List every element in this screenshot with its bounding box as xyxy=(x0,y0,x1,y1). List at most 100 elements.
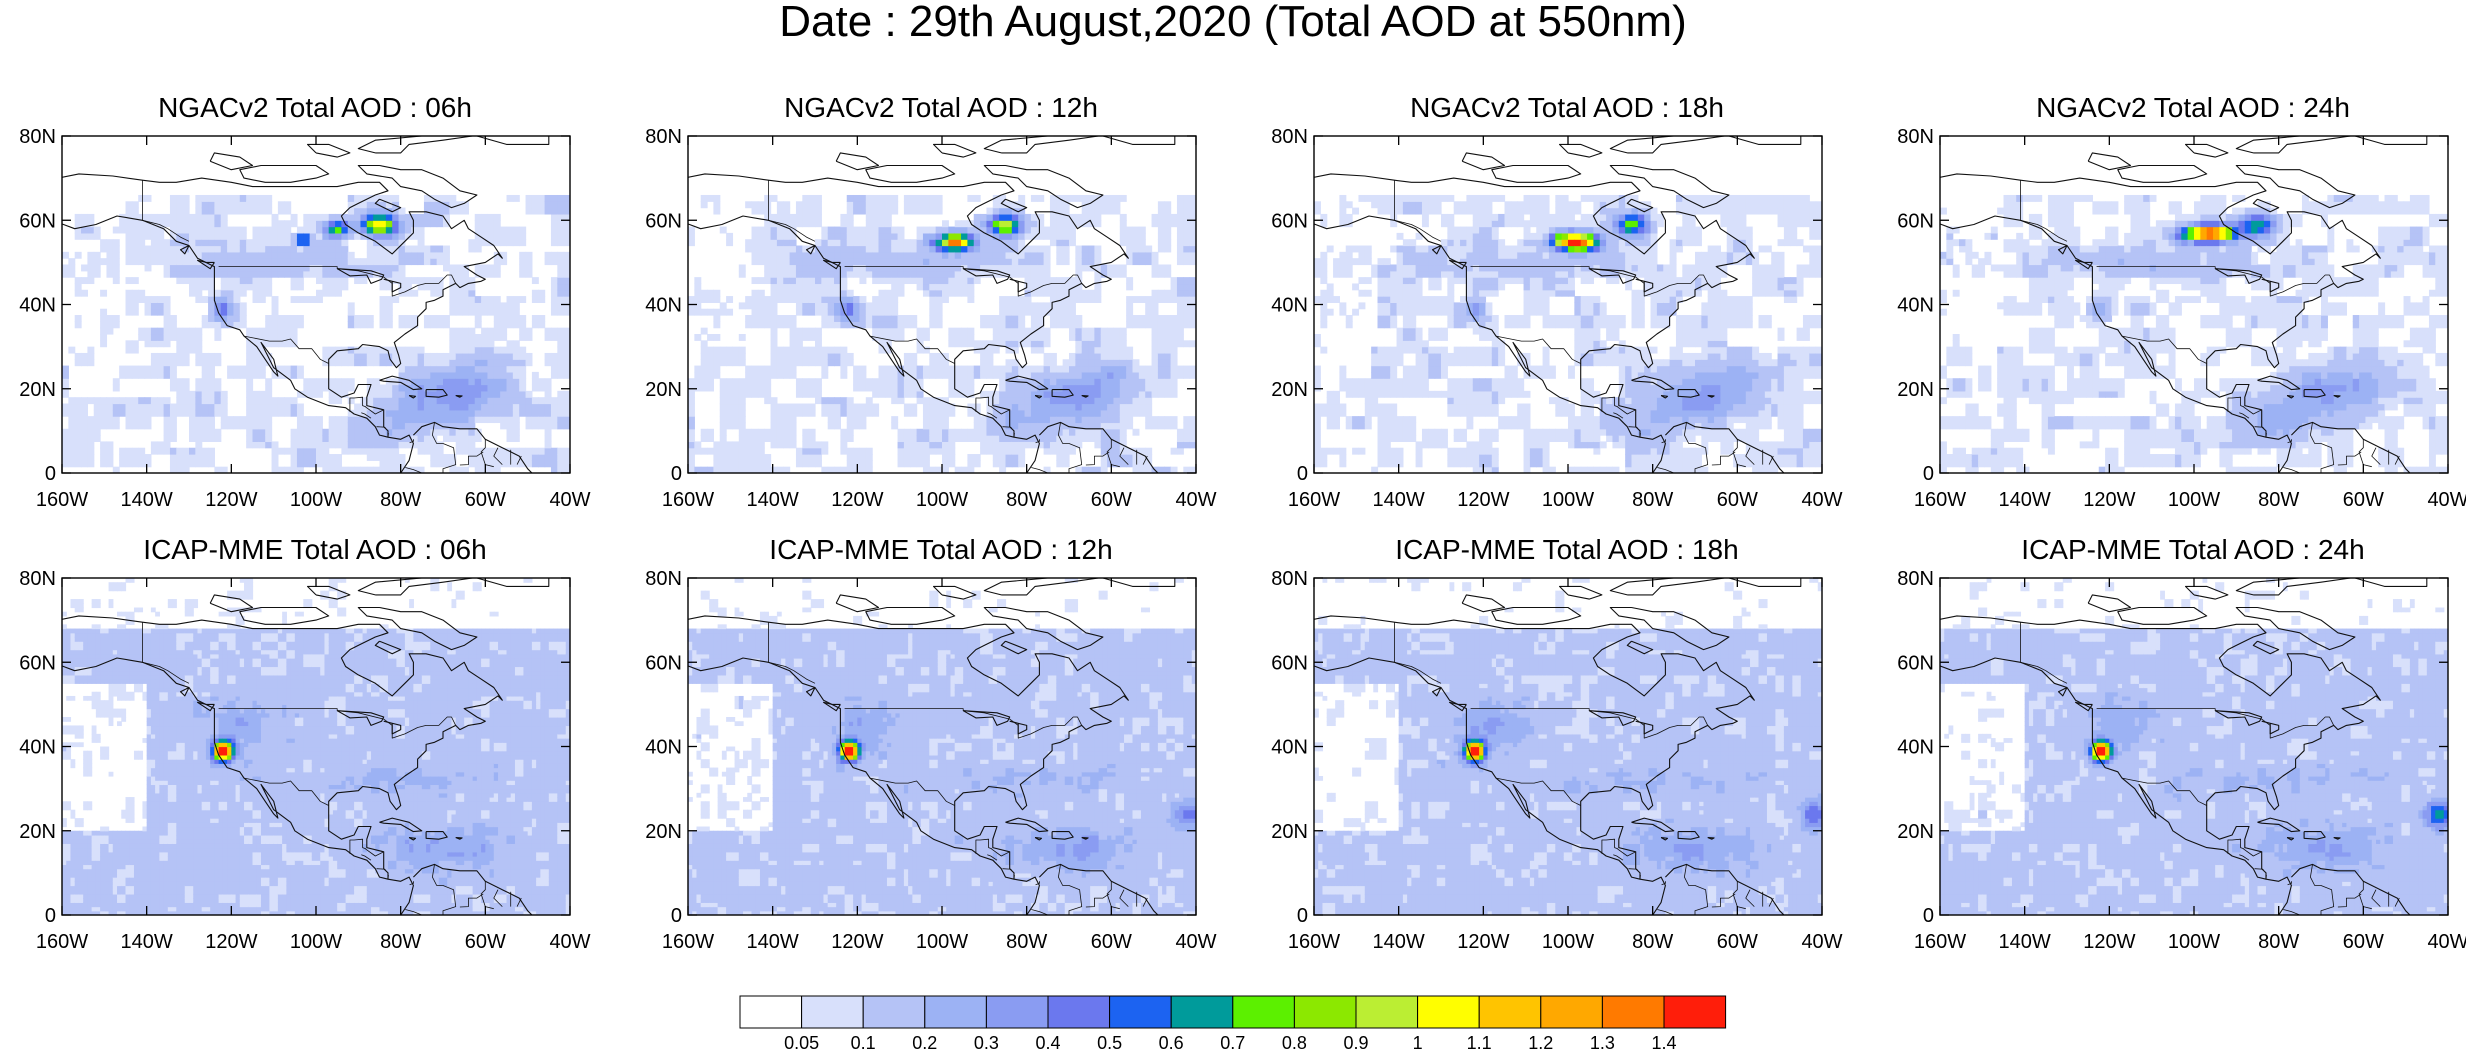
lat-tick-label: 80N xyxy=(1271,126,1308,148)
colorbar-swatch xyxy=(1170,995,1234,1029)
colorbar-label: 0.1 xyxy=(851,1033,876,1053)
lon-tick-label: 60W xyxy=(465,489,506,511)
lat-tick-label: 0 xyxy=(1923,905,1934,927)
lon-tick-label: 120W xyxy=(205,931,257,953)
map-plot: 80N 60N 40N 20N 0 160W 140W 120W 100W 80W 60W 40W xyxy=(645,126,1216,511)
lon-tick-label: 140W xyxy=(1373,489,1425,511)
colorbar-label: 0.8 xyxy=(1282,1033,1307,1053)
panel-title: ICAP-MME Total AOD : 12h xyxy=(626,534,1256,566)
coastlines xyxy=(1940,578,2428,915)
lon-tick-label: 40W xyxy=(1175,931,1216,953)
figure-title: Date : 29th August,2020 (Total AOD at 55… xyxy=(0,0,2466,44)
panel-title: NGACv2 Total AOD : 06h xyxy=(0,92,630,124)
lat-tick-label: 40N xyxy=(1897,295,1934,317)
lat-tick-label: 20N xyxy=(1271,379,1308,401)
map-plot: 80N 60N 40N 20N 0 160W 140W 120W 100W 80W 60W 40W xyxy=(19,126,590,511)
lon-tick-label: 60W xyxy=(2343,489,2384,511)
panel-title: NGACv2 Total AOD : 24h xyxy=(1878,92,2466,124)
colorbar-label: 0.6 xyxy=(1159,1033,1184,1053)
panel-ngacv2-06h: NGACv2 Total AOD : 06h 80N 60N 40N 20N 0 160W… xyxy=(0,92,630,532)
aod-field xyxy=(1940,194,2448,473)
coastlines xyxy=(62,136,550,473)
lat-tick-label: 60N xyxy=(19,210,56,232)
colorbar-label: 0.3 xyxy=(974,1033,999,1053)
colorbar-swatch xyxy=(1417,995,1480,1029)
lon-tick-label: 100W xyxy=(2168,489,2220,511)
lon-tick-label: 120W xyxy=(831,489,883,511)
lat-tick-label: 40N xyxy=(1897,737,1934,759)
colorbar-swatch xyxy=(1047,995,1111,1029)
map-plot: 80N 60N 40N 20N 0 160W 140W 120W 100W 80W 60W 40W xyxy=(1271,568,1842,953)
lat-tick-label: 80N xyxy=(1897,126,1934,148)
lon-tick-label: 100W xyxy=(290,931,342,953)
lat-tick-label: 20N xyxy=(645,821,682,843)
map-plot: 80N 60N 40N 20N 0 160W 140W 120W 100W 80W 60W 40W xyxy=(1897,126,2466,511)
colorbar-label: 1.1 xyxy=(1467,1033,1492,1053)
lat-tick-label: 0 xyxy=(1923,463,1934,485)
lat-tick-label: 20N xyxy=(1897,379,1934,401)
lat-tick-label: 60N xyxy=(1271,210,1308,232)
lon-tick-label: 100W xyxy=(290,489,342,511)
lon-tick-label: 60W xyxy=(465,931,506,953)
lat-tick-label: 0 xyxy=(671,463,682,485)
lat-tick-label: 40N xyxy=(19,295,56,317)
lon-tick-label: 100W xyxy=(2168,931,2220,953)
aod-field xyxy=(62,194,570,473)
colorbar-label: 0.4 xyxy=(1035,1033,1060,1053)
lon-tick-label: 100W xyxy=(916,931,968,953)
lat-tick-label: 20N xyxy=(645,379,682,401)
lon-tick-label: 40W xyxy=(549,931,590,953)
colorbar-label: 1.4 xyxy=(1651,1033,1676,1053)
colorbar-swatch xyxy=(1293,995,1357,1029)
aod-field xyxy=(688,194,1196,473)
lon-tick-label: 100W xyxy=(916,489,968,511)
coastlines xyxy=(688,136,1176,473)
lon-tick-label: 140W xyxy=(121,931,173,953)
lon-tick-label: 140W xyxy=(121,489,173,511)
panel-title: ICAP-MME Total AOD : 18h xyxy=(1252,534,1882,566)
lat-tick-label: 20N xyxy=(19,379,56,401)
panel-title: NGACv2 Total AOD : 18h xyxy=(1252,92,1882,124)
lon-tick-label: 160W xyxy=(1288,931,1340,953)
lon-tick-label: 40W xyxy=(1175,489,1216,511)
colorbar: 0.05 0.1 0.2 0.3 0.4 0.5 0.6 0.7 0.8 0.9 1 1.1 1.2 1.… xyxy=(739,995,1727,1053)
lon-tick-label: 160W xyxy=(1914,931,1966,953)
panel-icap-mme-06h: ICAP-MME Total AOD : 06h 80N 60N 40N 20N 0 16… xyxy=(0,534,630,974)
colorbar-label: 0.9 xyxy=(1343,1033,1368,1053)
lon-tick-label: 60W xyxy=(1717,931,1758,953)
lat-tick-label: 80N xyxy=(19,126,56,148)
lat-tick-label: 60N xyxy=(1897,652,1934,674)
colorbar-label: 0.5 xyxy=(1097,1033,1122,1053)
lon-tick-label: 80W xyxy=(1632,931,1673,953)
lon-tick-label: 100W xyxy=(1542,931,1594,953)
lat-tick-label: 20N xyxy=(1897,821,1934,843)
colorbar-swatch xyxy=(801,995,864,1029)
lon-tick-label: 120W xyxy=(205,489,257,511)
lat-tick-label: 60N xyxy=(1271,652,1308,674)
aod-field xyxy=(1940,578,2448,915)
panel-title: NGACv2 Total AOD : 12h xyxy=(626,92,1256,124)
aod-field xyxy=(1314,578,1822,915)
colorbar-swatch xyxy=(739,995,803,1029)
lat-tick-label: 60N xyxy=(1897,210,1934,232)
colorbar-label: 0.2 xyxy=(912,1033,937,1053)
lon-tick-label: 160W xyxy=(36,489,88,511)
lon-tick-label: 40W xyxy=(2427,931,2466,953)
lon-tick-label: 60W xyxy=(1717,489,1758,511)
colorbar-label: 1.2 xyxy=(1528,1033,1553,1053)
panel-ngacv2-12h: NGACv2 Total AOD : 12h 80N 60N 40N 20N 0 160W… xyxy=(626,92,1256,532)
lon-tick-label: 160W xyxy=(662,931,714,953)
lat-tick-label: 0 xyxy=(1297,905,1308,927)
lon-tick-label: 120W xyxy=(2083,931,2135,953)
lon-tick-label: 80W xyxy=(2258,931,2299,953)
lon-tick-label: 80W xyxy=(1006,489,1047,511)
coastlines xyxy=(1314,136,1802,473)
lon-tick-label: 80W xyxy=(380,931,421,953)
colorbar-swatch xyxy=(924,995,987,1029)
lon-tick-label: 80W xyxy=(380,489,421,511)
lat-tick-label: 40N xyxy=(1271,295,1308,317)
lat-tick-label: 80N xyxy=(645,568,682,590)
lon-tick-label: 160W xyxy=(36,931,88,953)
lon-tick-label: 80W xyxy=(1632,489,1673,511)
lon-tick-label: 80W xyxy=(2258,489,2299,511)
